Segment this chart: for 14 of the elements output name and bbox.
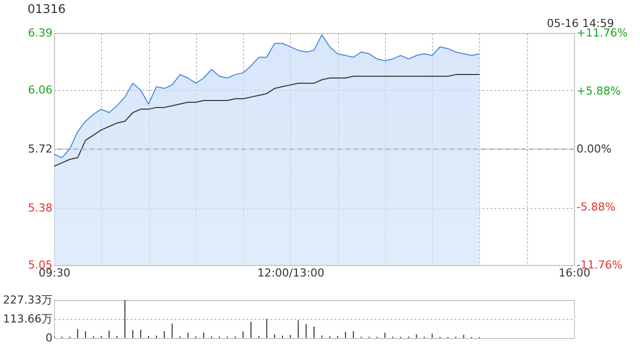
x-tick-label: 12:00/13:00 (257, 266, 324, 280)
y2-tick-label: 0.00% (576, 142, 612, 156)
x-tick-label: 09:30 (38, 266, 70, 280)
chart-title: 01316 (28, 2, 66, 16)
y-tick-label: 5.72 (28, 142, 52, 156)
y2-tick-label: +5.88% (576, 84, 621, 98)
y-tick-label: 113.66万 (3, 312, 52, 326)
line-series (54, 74, 480, 167)
y-tick-label: 6.06 (28, 84, 52, 97)
y-tick-label: 227.33万 (3, 294, 52, 306)
y2-tick-label: -5.88% (576, 200, 616, 214)
y-tick-label: 6.39 (28, 26, 52, 40)
y-tick-label: 5.38 (28, 201, 52, 214)
y-tick-label: 0 (46, 332, 52, 344)
